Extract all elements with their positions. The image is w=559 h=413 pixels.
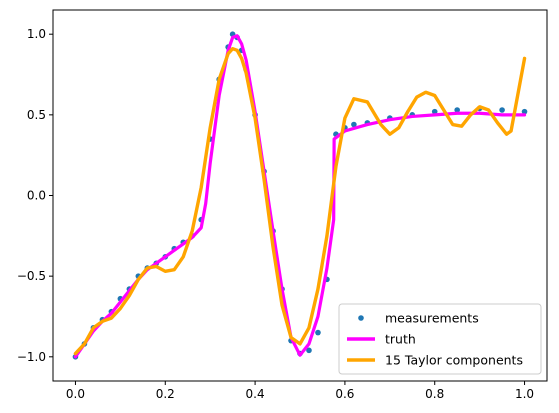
legend-label: truth	[385, 332, 416, 347]
data-point	[315, 329, 321, 336]
data-point	[499, 107, 505, 113]
data-point	[306, 347, 312, 354]
legend: measurements truth 15 Taylor components	[338, 303, 542, 375]
y-tick-label: 0.5	[27, 108, 46, 122]
y-axis-ticks: −1.0 −0.5 0.0 0.5 1.0	[17, 27, 53, 364]
data-point	[454, 107, 460, 113]
x-axis-ticks: 0.0 0.2 0.4 0.6 0.8 1.0	[66, 381, 534, 401]
y-tick-label: −1.0	[17, 350, 46, 364]
x-tick-label: 0.2	[156, 387, 175, 401]
y-tick-label: 0.0	[27, 189, 46, 203]
data-point	[431, 108, 438, 115]
legend-marker	[358, 315, 364, 321]
x-tick-label: 0.8	[425, 387, 444, 401]
y-tick-label: −0.5	[17, 269, 46, 283]
legend-label: measurements	[385, 311, 479, 326]
x-tick-label: 0.0	[66, 387, 85, 401]
y-tick-label: 1.0	[27, 27, 46, 41]
data-point	[351, 121, 357, 128]
legend-box	[338, 303, 542, 375]
data-point	[521, 108, 528, 115]
plot-layer	[72, 31, 528, 360]
x-tick-label: 0.6	[335, 387, 354, 401]
x-tick-label: 0.4	[246, 387, 265, 401]
x-tick-label: 1.0	[515, 387, 534, 401]
legend-label: 15 Taylor components	[385, 353, 523, 368]
series-taylor-line	[73, 47, 527, 356]
